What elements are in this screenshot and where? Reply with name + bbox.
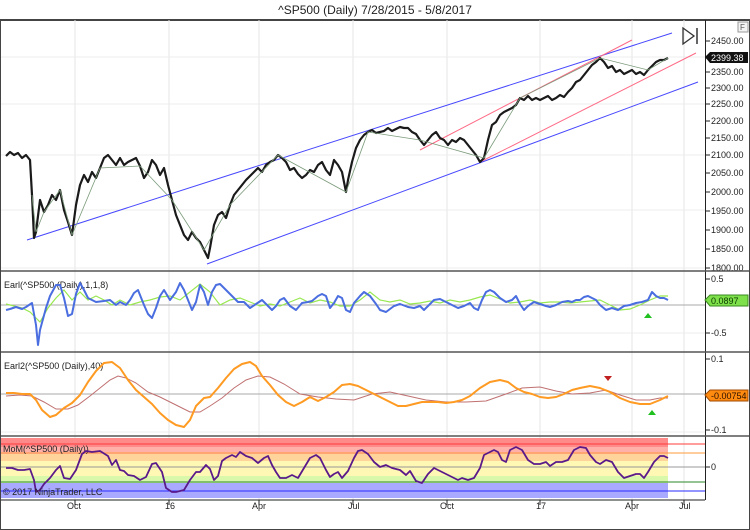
svg-text:16: 16 — [165, 501, 175, 511]
last-price-tag: 2399.38 — [705, 52, 748, 63]
price-candles — [5, 56, 669, 260]
mom-panel[interactable]: 0 MoM(^SP500 (Daily)) © 2017 NinjaTrader… — [1, 438, 716, 498]
vertical-gridlines — [74, 20, 685, 500]
svg-text:1850.00: 1850.00 — [711, 244, 744, 254]
earl2-label: Earl2(^SP500 (Daily),40) — [4, 361, 103, 371]
svg-text:0: 0 — [711, 462, 716, 472]
svg-text:2399.38: 2399.38 — [711, 53, 744, 63]
trend-lines[interactable] — [26, 32, 699, 265]
earl2-panel[interactable]: Earl2(^SP500 (Daily),40) 0.1 -0.1 -0.007… — [1, 354, 749, 435]
svg-text:17: 17 — [536, 501, 546, 511]
chart-title: ^SP500 (Daily) 7/28/2015 - 5/8/2017 — [278, 3, 472, 17]
svg-text:1800.00: 1800.00 — [711, 263, 744, 273]
svg-text:0.1: 0.1 — [711, 354, 724, 364]
price-y-axis: 2450.00 2350.00 2300.00 2250.00 2200.00 … — [705, 36, 744, 273]
copyright-text: © 2017 NinjaTrader, LLC — [3, 487, 103, 497]
svg-text:2350.00: 2350.00 — [711, 67, 744, 77]
svg-text:F: F — [740, 23, 745, 32]
svg-text:2200.00: 2200.00 — [711, 116, 744, 126]
svg-text:1950.00: 1950.00 — [711, 206, 744, 216]
svg-text:2000.00: 2000.00 — [711, 187, 744, 197]
panel-separators — [1, 270, 749, 437]
svg-text:Oct: Oct — [67, 501, 82, 511]
mom-label: MoM(^SP500 (Daily)) — [3, 444, 89, 454]
svg-text:Jul: Jul — [348, 501, 360, 511]
svg-text:0.0897: 0.0897 — [711, 296, 739, 306]
svg-text:1900.00: 1900.00 — [711, 225, 744, 235]
svg-text:-0.5: -0.5 — [711, 328, 727, 338]
svg-text:Apr: Apr — [252, 501, 266, 511]
buy-marker-icon — [644, 313, 652, 318]
svg-text:2050.00: 2050.00 — [711, 168, 744, 178]
svg-text:-0.1: -0.1 — [711, 425, 727, 435]
svg-text:0.5: 0.5 — [711, 274, 724, 284]
buy-marker-icon — [648, 410, 656, 415]
svg-text:2100.00: 2100.00 — [711, 150, 744, 160]
earl-panel[interactable]: Earl(^SP500 (Daily),1,1,8) 0.5 -0.5 0.08… — [1, 274, 749, 346]
sell-marker-icon — [604, 376, 612, 381]
svg-text:2450.00: 2450.00 — [711, 36, 744, 46]
svg-text:Apr: Apr — [625, 501, 639, 511]
svg-text:2250.00: 2250.00 — [711, 99, 744, 109]
skip-to-end-icon[interactable] — [682, 26, 698, 46]
svg-text:Oct: Oct — [440, 501, 455, 511]
f-button[interactable]: F — [737, 21, 749, 33]
svg-text:2150.00: 2150.00 — [711, 133, 744, 143]
x-axis: Oct 16 Apr Jul Oct 17 Apr Jul — [1, 499, 705, 511]
svg-text:2300.00: 2300.00 — [711, 83, 744, 93]
svg-text:-0.00754: -0.00754 — [711, 391, 747, 401]
svg-text:Jul: Jul — [679, 501, 691, 511]
